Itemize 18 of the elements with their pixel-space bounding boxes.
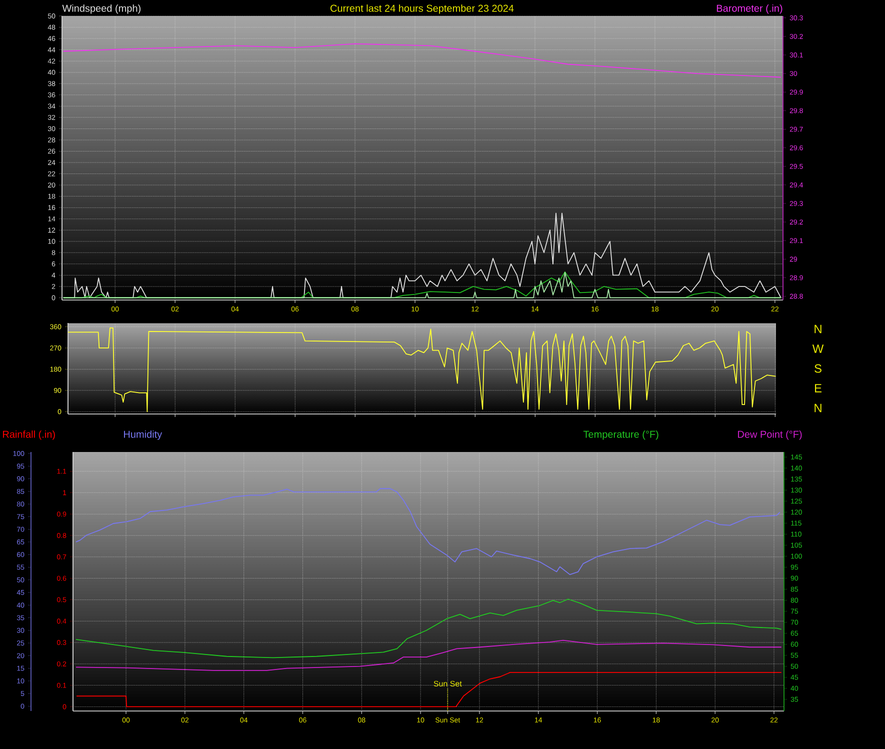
text: Humidity bbox=[124, 430, 162, 440]
y2-axis-title: Barometer (.in) bbox=[716, 4, 782, 14]
chart-title: Current last 24 hours September 23 2024 bbox=[330, 4, 514, 14]
line-series bbox=[68, 327, 776, 412]
line-series bbox=[76, 640, 782, 671]
ref-line-label: Sun Set bbox=[434, 680, 462, 686]
text: Dew Point (°F) bbox=[738, 430, 802, 440]
line-series bbox=[76, 598, 782, 658]
text: E bbox=[815, 384, 822, 392]
text: Rainfall (.in) bbox=[3, 430, 55, 440]
text: N bbox=[814, 324, 822, 334]
line-series bbox=[76, 672, 782, 708]
text: S bbox=[814, 364, 822, 373]
line-series bbox=[62, 43, 782, 78]
text: Temperature (°F) bbox=[583, 430, 658, 440]
text: N bbox=[814, 404, 822, 412]
text: W bbox=[812, 344, 824, 353]
y-axis-title: Windspeed (mph) bbox=[62, 4, 140, 14]
